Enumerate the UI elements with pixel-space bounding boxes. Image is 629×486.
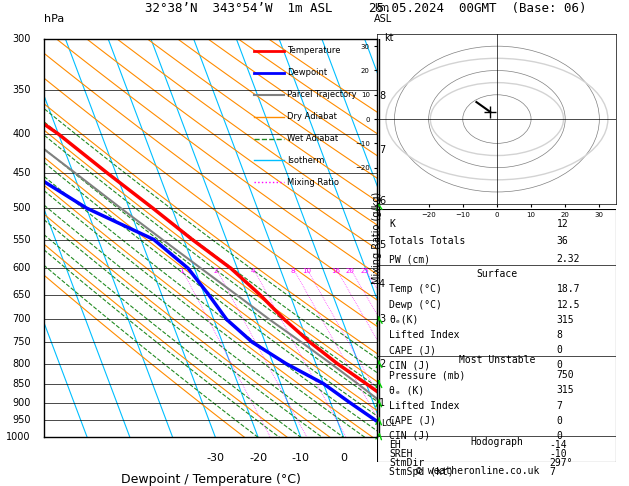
Text: © weatheronline.co.uk: © weatheronline.co.uk — [416, 466, 540, 476]
Text: 1000: 1000 — [6, 433, 31, 442]
Text: 850: 850 — [12, 379, 31, 389]
Text: Isotherm: Isotherm — [287, 156, 325, 165]
Text: 6: 6 — [379, 196, 385, 206]
Text: 20: 20 — [346, 268, 355, 274]
Text: Dewpoint: Dewpoint — [287, 68, 328, 77]
Text: Totals Totals: Totals Totals — [389, 236, 465, 246]
Text: 7: 7 — [557, 400, 562, 411]
Text: 0: 0 — [557, 360, 562, 370]
Text: Pressure (mb): Pressure (mb) — [389, 370, 465, 381]
Text: Dry Adiabat: Dry Adiabat — [287, 112, 337, 121]
Text: 25.05.2024  00GMT  (Base: 06): 25.05.2024 00GMT (Base: 06) — [369, 1, 587, 15]
Text: 2.32: 2.32 — [557, 254, 580, 264]
Text: Temperature: Temperature — [287, 46, 341, 55]
Text: CAPE (J): CAPE (J) — [389, 416, 437, 426]
Text: 300: 300 — [13, 34, 31, 44]
Text: 25: 25 — [360, 268, 369, 274]
Text: Hodograph: Hodograph — [470, 437, 523, 447]
Text: -30: -30 — [206, 453, 225, 463]
Text: 750: 750 — [12, 337, 31, 347]
Text: 4: 4 — [379, 279, 385, 290]
Text: 315: 315 — [557, 385, 574, 396]
Text: 0: 0 — [557, 416, 562, 426]
Text: 2: 2 — [379, 359, 385, 368]
Text: 315: 315 — [557, 315, 574, 325]
Text: 18.7: 18.7 — [557, 284, 580, 295]
Text: Lifted Index: Lifted Index — [389, 400, 460, 411]
Text: CIN (J): CIN (J) — [389, 360, 430, 370]
Text: 5: 5 — [379, 241, 385, 250]
Text: Most Unstable: Most Unstable — [459, 355, 535, 365]
Text: 12.5: 12.5 — [557, 299, 580, 310]
Text: 950: 950 — [12, 416, 31, 425]
Text: 800: 800 — [13, 359, 31, 368]
Text: CIN (J): CIN (J) — [389, 431, 430, 441]
Text: Dewpoint / Temperature (°C): Dewpoint / Temperature (°C) — [121, 473, 301, 486]
Text: 2: 2 — [214, 268, 218, 274]
Text: 36: 36 — [557, 236, 569, 246]
Text: Temp (°C): Temp (°C) — [389, 284, 442, 295]
Text: -10: -10 — [550, 449, 567, 459]
Text: Surface: Surface — [476, 269, 518, 279]
Text: 400: 400 — [13, 129, 31, 139]
Text: 1: 1 — [179, 268, 184, 274]
Text: hPa: hPa — [44, 14, 64, 24]
Text: 8: 8 — [557, 330, 562, 340]
Text: Parcel Trajectory: Parcel Trajectory — [287, 90, 357, 99]
Text: EH: EH — [389, 440, 401, 450]
Text: StmDir: StmDir — [389, 458, 425, 469]
Text: CAPE (J): CAPE (J) — [389, 345, 437, 355]
Text: -10: -10 — [292, 453, 310, 463]
Text: Dewp (°C): Dewp (°C) — [389, 299, 442, 310]
Text: PW (cm): PW (cm) — [389, 254, 430, 264]
Text: kt: kt — [384, 34, 394, 43]
Text: -14: -14 — [550, 440, 567, 450]
Text: 8: 8 — [291, 268, 296, 274]
Text: -20: -20 — [249, 453, 267, 463]
Text: 500: 500 — [12, 203, 31, 213]
Text: 7: 7 — [550, 468, 555, 477]
Text: km
ASL: km ASL — [374, 3, 392, 24]
Text: 700: 700 — [12, 314, 31, 324]
Text: θₑ (K): θₑ (K) — [389, 385, 425, 396]
Text: Lifted Index: Lifted Index — [389, 330, 460, 340]
Text: 350: 350 — [12, 85, 31, 95]
Text: 750: 750 — [557, 370, 574, 381]
Text: 4: 4 — [251, 268, 255, 274]
Text: 900: 900 — [13, 398, 31, 408]
Text: LCL: LCL — [381, 419, 396, 428]
Text: Mixing Ratio (g/kg): Mixing Ratio (g/kg) — [372, 192, 382, 284]
Text: 0: 0 — [557, 431, 562, 441]
Text: 1: 1 — [379, 398, 385, 408]
Text: 650: 650 — [12, 290, 31, 300]
Text: 3: 3 — [379, 314, 385, 324]
Text: SREH: SREH — [389, 449, 413, 459]
Text: 0: 0 — [557, 345, 562, 355]
Text: K: K — [389, 219, 395, 229]
Text: StmSpd (kt): StmSpd (kt) — [389, 468, 454, 477]
Text: 450: 450 — [12, 168, 31, 178]
Text: 16: 16 — [331, 268, 340, 274]
Text: 12: 12 — [557, 219, 569, 229]
Text: 297°: 297° — [550, 458, 573, 469]
Text: 32°38’N  343°54’W  1m ASL: 32°38’N 343°54’W 1m ASL — [145, 1, 333, 15]
Text: Mixing Ratio: Mixing Ratio — [287, 178, 340, 187]
Text: 600: 600 — [13, 263, 31, 273]
Text: 7: 7 — [379, 145, 385, 155]
Text: θₑ(K): θₑ(K) — [389, 315, 419, 325]
Text: 10: 10 — [302, 268, 311, 274]
Text: 0: 0 — [340, 453, 347, 463]
Text: 550: 550 — [12, 235, 31, 244]
Text: Wet Adiabat: Wet Adiabat — [287, 134, 338, 143]
Text: 8: 8 — [379, 91, 385, 102]
